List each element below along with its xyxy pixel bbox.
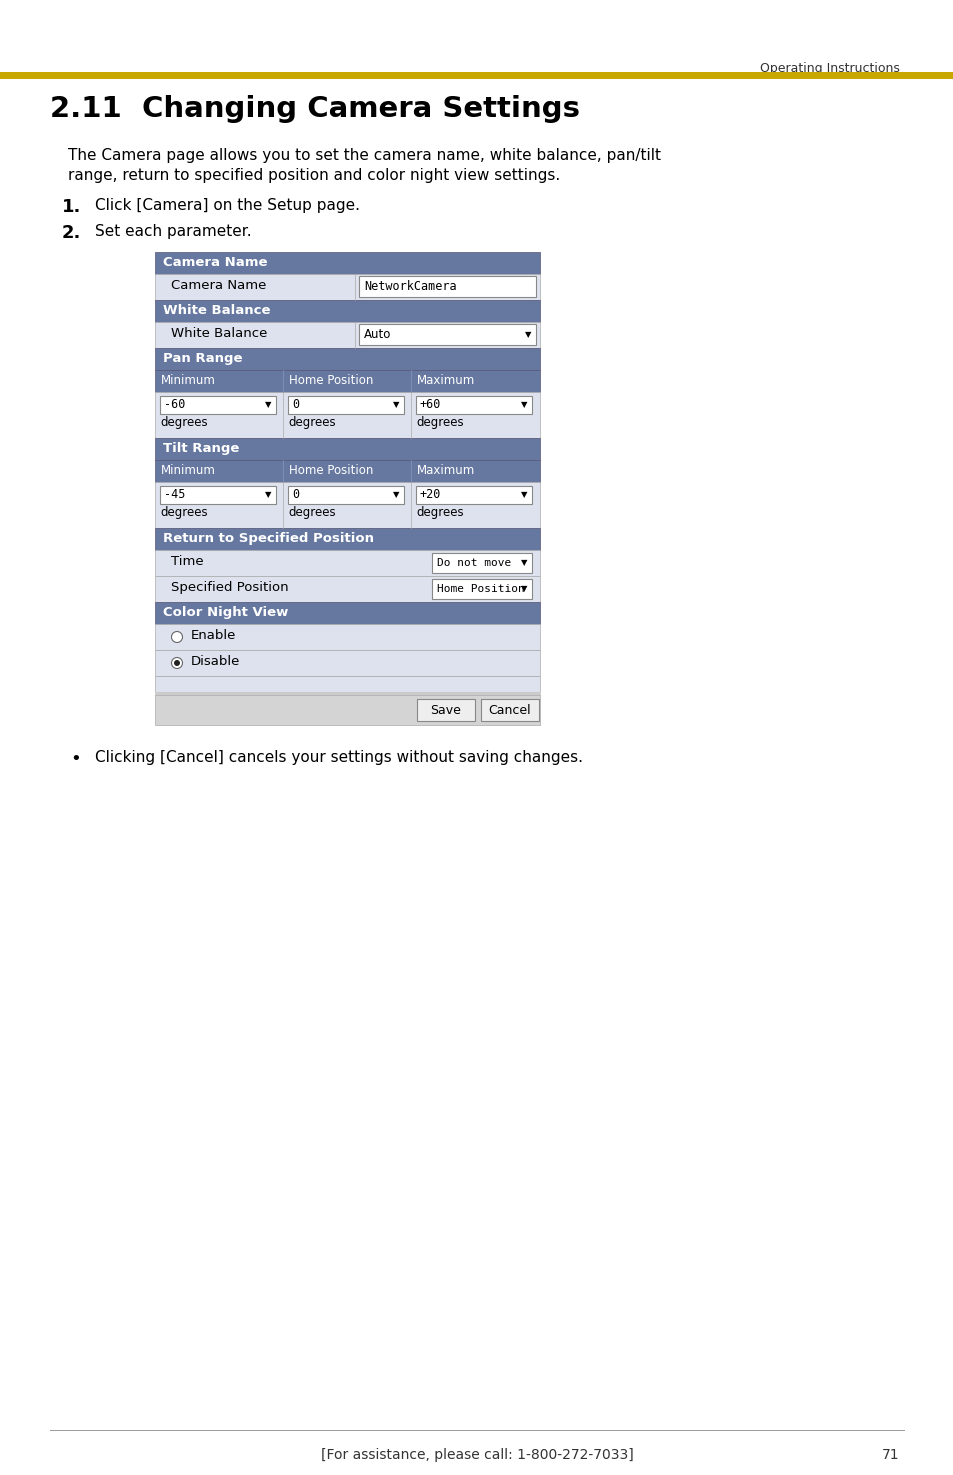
Text: degrees: degrees <box>288 506 335 519</box>
Text: Maximum: Maximum <box>416 465 475 476</box>
Text: degrees: degrees <box>288 416 335 429</box>
Text: ▼: ▼ <box>520 401 527 410</box>
Text: NetworkCamera: NetworkCamera <box>364 280 456 294</box>
Text: 71: 71 <box>882 1448 899 1462</box>
Bar <box>154 370 539 392</box>
Text: ▼: ▼ <box>265 491 271 500</box>
Text: White Balance: White Balance <box>171 327 267 341</box>
Text: degrees: degrees <box>160 416 208 429</box>
Text: Minimum: Minimum <box>161 465 215 476</box>
Text: ▼: ▼ <box>520 559 527 568</box>
Text: Cancel: Cancel <box>488 704 531 717</box>
Bar <box>288 395 403 414</box>
Bar <box>154 460 539 482</box>
Text: -45: -45 <box>164 488 185 502</box>
Bar <box>288 485 403 504</box>
Bar <box>432 580 532 599</box>
Bar <box>480 699 538 721</box>
Text: Auto: Auto <box>364 327 391 341</box>
Text: Tilt Range: Tilt Range <box>163 442 239 454</box>
Text: Set each parameter.: Set each parameter. <box>95 224 252 239</box>
Text: White Balance: White Balance <box>163 304 271 317</box>
Text: Clicking [Cancel] cancels your settings without saving changes.: Clicking [Cancel] cancels your settings … <box>95 749 582 766</box>
Text: •: • <box>70 749 81 768</box>
Bar <box>160 485 275 504</box>
Bar <box>416 699 475 721</box>
Text: The Camera page allows you to set the camera name, white balance, pan/tilt: The Camera page allows you to set the ca… <box>68 148 660 164</box>
Bar <box>0 72 953 80</box>
Text: degrees: degrees <box>416 416 463 429</box>
Text: Disable: Disable <box>191 655 240 668</box>
Text: Pan Range: Pan Range <box>163 353 242 364</box>
Bar <box>358 324 536 345</box>
Bar <box>358 276 536 296</box>
Text: -60: -60 <box>164 398 185 412</box>
Bar <box>154 299 539 322</box>
Text: Color Night View: Color Night View <box>163 606 288 619</box>
Text: Home Position: Home Position <box>289 375 373 386</box>
Text: Save: Save <box>430 704 461 717</box>
Text: Time: Time <box>171 555 203 568</box>
Text: Return to Specified Position: Return to Specified Position <box>163 532 374 544</box>
Text: Camera Name: Camera Name <box>171 279 266 292</box>
Bar <box>432 553 532 572</box>
Bar <box>154 322 539 348</box>
Bar <box>154 695 539 726</box>
Text: 0: 0 <box>292 398 299 412</box>
Text: 2.11  Changing Camera Settings: 2.11 Changing Camera Settings <box>50 94 579 122</box>
Text: degrees: degrees <box>160 506 208 519</box>
Circle shape <box>172 631 182 643</box>
Text: 1.: 1. <box>62 198 81 215</box>
Text: ▼: ▼ <box>265 401 271 410</box>
Bar <box>154 252 539 274</box>
Text: Maximum: Maximum <box>416 375 475 386</box>
Text: Click [Camera] on the Setup page.: Click [Camera] on the Setup page. <box>95 198 359 212</box>
Text: 0: 0 <box>292 488 299 502</box>
Bar <box>154 348 539 370</box>
Text: +60: +60 <box>419 398 441 412</box>
Text: +20: +20 <box>419 488 441 502</box>
Text: Home Position: Home Position <box>289 465 373 476</box>
Text: 2.: 2. <box>62 224 81 242</box>
Bar <box>154 438 539 460</box>
Bar <box>154 274 539 299</box>
Text: Enable: Enable <box>191 628 236 642</box>
Bar <box>154 650 539 676</box>
Text: Minimum: Minimum <box>161 375 215 386</box>
Text: Home Position: Home Position <box>436 584 524 594</box>
Bar <box>160 395 275 414</box>
Bar <box>154 550 539 577</box>
Text: ▼: ▼ <box>524 330 531 339</box>
Bar <box>154 676 539 692</box>
Text: ▼: ▼ <box>520 584 527 593</box>
Text: range, return to specified position and color night view settings.: range, return to specified position and … <box>68 168 559 183</box>
Text: [For assistance, please call: 1-800-272-7033]: [For assistance, please call: 1-800-272-… <box>320 1448 633 1462</box>
Text: ▼: ▼ <box>520 491 527 500</box>
Text: Specified Position: Specified Position <box>171 581 289 594</box>
Bar <box>154 624 539 650</box>
Text: ▼: ▼ <box>393 491 399 500</box>
Circle shape <box>173 659 180 667</box>
Bar <box>416 485 532 504</box>
Text: degrees: degrees <box>416 506 463 519</box>
Text: Do not move: Do not move <box>436 558 511 568</box>
Text: Operating Instructions: Operating Instructions <box>760 62 899 75</box>
Bar <box>154 392 539 438</box>
Bar <box>416 395 532 414</box>
Text: Camera Name: Camera Name <box>163 257 267 268</box>
Bar <box>154 692 539 695</box>
Bar <box>154 577 539 602</box>
Bar <box>154 482 539 528</box>
Text: ▼: ▼ <box>393 401 399 410</box>
Bar <box>154 528 539 550</box>
Circle shape <box>172 658 182 668</box>
Bar <box>154 602 539 624</box>
